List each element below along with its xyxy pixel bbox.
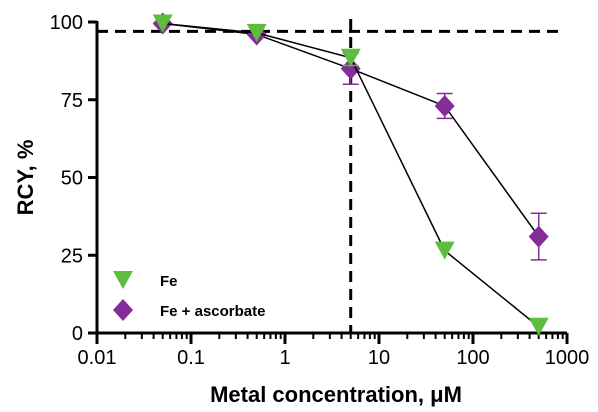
x-tick-label: 1000 — [545, 347, 590, 369]
data-point — [152, 14, 173, 33]
legend: Fe Fe + ascorbate — [113, 271, 265, 321]
data-point — [434, 241, 455, 260]
y-tick-label: 75 — [61, 90, 83, 112]
data-point — [528, 317, 549, 336]
data-point — [434, 94, 455, 117]
x-tick-label: 0.01 — [78, 347, 117, 369]
x-tick-label: 0.1 — [177, 347, 205, 369]
y-axis-title: RCY, % — [13, 140, 38, 216]
x-tick-label: 100 — [456, 347, 489, 369]
data-point — [528, 225, 549, 248]
x-tick-label: 10 — [368, 347, 390, 369]
x-axis-title: Metal concentration, μM — [210, 382, 462, 407]
legend-marker — [113, 299, 133, 321]
legend-label: Fe — [160, 273, 178, 290]
legend-label: Fe + ascorbate — [160, 303, 265, 320]
legend-marker — [113, 271, 133, 289]
y-tick-label: 0 — [72, 323, 83, 345]
y-tick-label: 50 — [61, 168, 83, 190]
data-point — [246, 23, 267, 42]
data-point — [340, 57, 361, 80]
axes: 0 25 50 75 100 0.01 0.1 1 10 100 1000 — [50, 12, 590, 369]
series-layer — [152, 12, 549, 336]
series-fe — [152, 14, 549, 336]
y-tick-label: 25 — [61, 245, 83, 267]
x-tick-label: 1 — [279, 347, 290, 369]
reference-lines — [97, 19, 565, 333]
data-point — [340, 48, 361, 67]
y-tick-label: 100 — [50, 12, 83, 34]
